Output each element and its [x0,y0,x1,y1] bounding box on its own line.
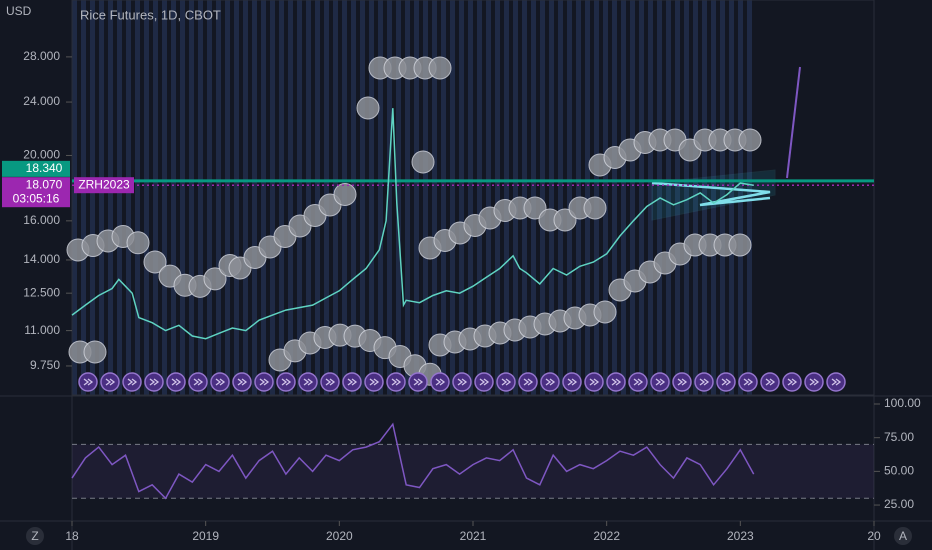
series-line [71,422,755,500]
arrow-icon [699,378,710,386]
indicator-bubble [523,196,547,220]
arrow-icon [501,378,512,386]
x-tick-label: 18 [65,529,79,543]
indicator-bubble [728,233,752,257]
indicator-bubble [333,183,357,206]
pattern-channel [651,169,776,221]
button-label[interactable]: Z [31,529,38,543]
arrow-icon [479,378,490,386]
button[interactable] [894,527,912,545]
arrow-icon [193,378,204,386]
arrow-icon [237,378,248,386]
arrow-icon [589,378,600,386]
x-tick-label: 2022 [593,529,620,543]
arrow-icon [171,378,182,386]
indicator-bubble [356,96,380,120]
currency-label: USD [6,4,32,18]
arrow-icon [325,378,336,386]
arrow-icon [787,378,798,386]
arrow-icon [435,378,446,386]
indicator-bubble [583,196,607,220]
y-tick-label: 16.000 [23,213,60,227]
y-tick-label: 11.000 [24,323,60,337]
arrow-icon [215,378,226,386]
button-label[interactable]: A [899,529,907,543]
arrow-icon [127,378,138,386]
x-tick-label: 20 [867,529,881,543]
projection-line [786,66,801,179]
y-tick-label: 100.00 [884,396,921,410]
arrow-icon [633,378,644,386]
y-tick-label: 28.000 [23,49,60,63]
arrow-icon [567,378,578,386]
arrow-icon [545,378,556,386]
indicator-bubble [553,208,577,232]
y-tick-label: 14.000 [23,252,60,266]
decorations [66,56,846,392]
rsi-band-fill [72,444,874,499]
arrow-icon [655,378,666,386]
arrow-icon [413,378,424,386]
x-tick-label: 2019 [192,529,219,543]
arrow-icon [809,378,820,386]
arrow-icon [149,378,160,386]
arrow-icon [677,378,688,386]
y-tick-label: 25.00 [884,497,914,511]
arrow-icon [611,378,622,386]
arrow-icon [369,378,380,386]
indicator-bubble [143,250,167,274]
arrow-icon [743,378,754,386]
price-label-box [2,177,70,208]
y-tick-label: 75.00 [884,430,914,444]
arrow-icon [303,378,314,386]
y-tick-label: 12.500 [23,285,60,299]
countdown: 03:05:16 [13,191,60,205]
symbol-label: ZRH2023 [78,177,130,191]
pattern-lines [651,181,771,207]
y-tick-label: 24.000 [23,94,60,108]
arrow-icon [457,378,468,386]
arrow-icon [259,378,270,386]
arrow-icon [721,378,732,386]
arrow-icon [523,378,534,386]
symbol-box [74,177,134,194]
price-label: 18.340 [26,161,63,175]
arrow-icon [105,378,116,386]
indicator-bubble [593,300,617,324]
x-tick-label: 2020 [326,529,353,543]
indicator-bubble [411,150,435,174]
chart-title: Rice Futures, 1D, CBOT [80,7,221,22]
x-tick-label: 2021 [460,529,487,543]
y-tick-label: 9.750 [30,358,60,372]
y-tick-label: 20.000 [23,148,60,162]
arrow-icon [831,378,842,386]
indicator-bubble [203,267,227,291]
indicator-bubble [428,56,452,80]
price-label: 18.070 [26,177,63,191]
x-tick-label: 2023 [727,529,754,543]
y-tick-label: 50.00 [884,464,914,478]
price-label-box [2,160,70,177]
indicator-bubble [126,231,150,255]
arrow-icon [765,378,776,386]
arrow-icon [83,378,94,386]
arrow-icon [347,378,358,386]
series-line [71,108,754,340]
indicator-bubble [738,128,762,152]
button[interactable] [26,527,44,545]
indicator-bubble [83,340,107,364]
arrow-icon [281,378,292,386]
arrow-icon [391,378,402,386]
